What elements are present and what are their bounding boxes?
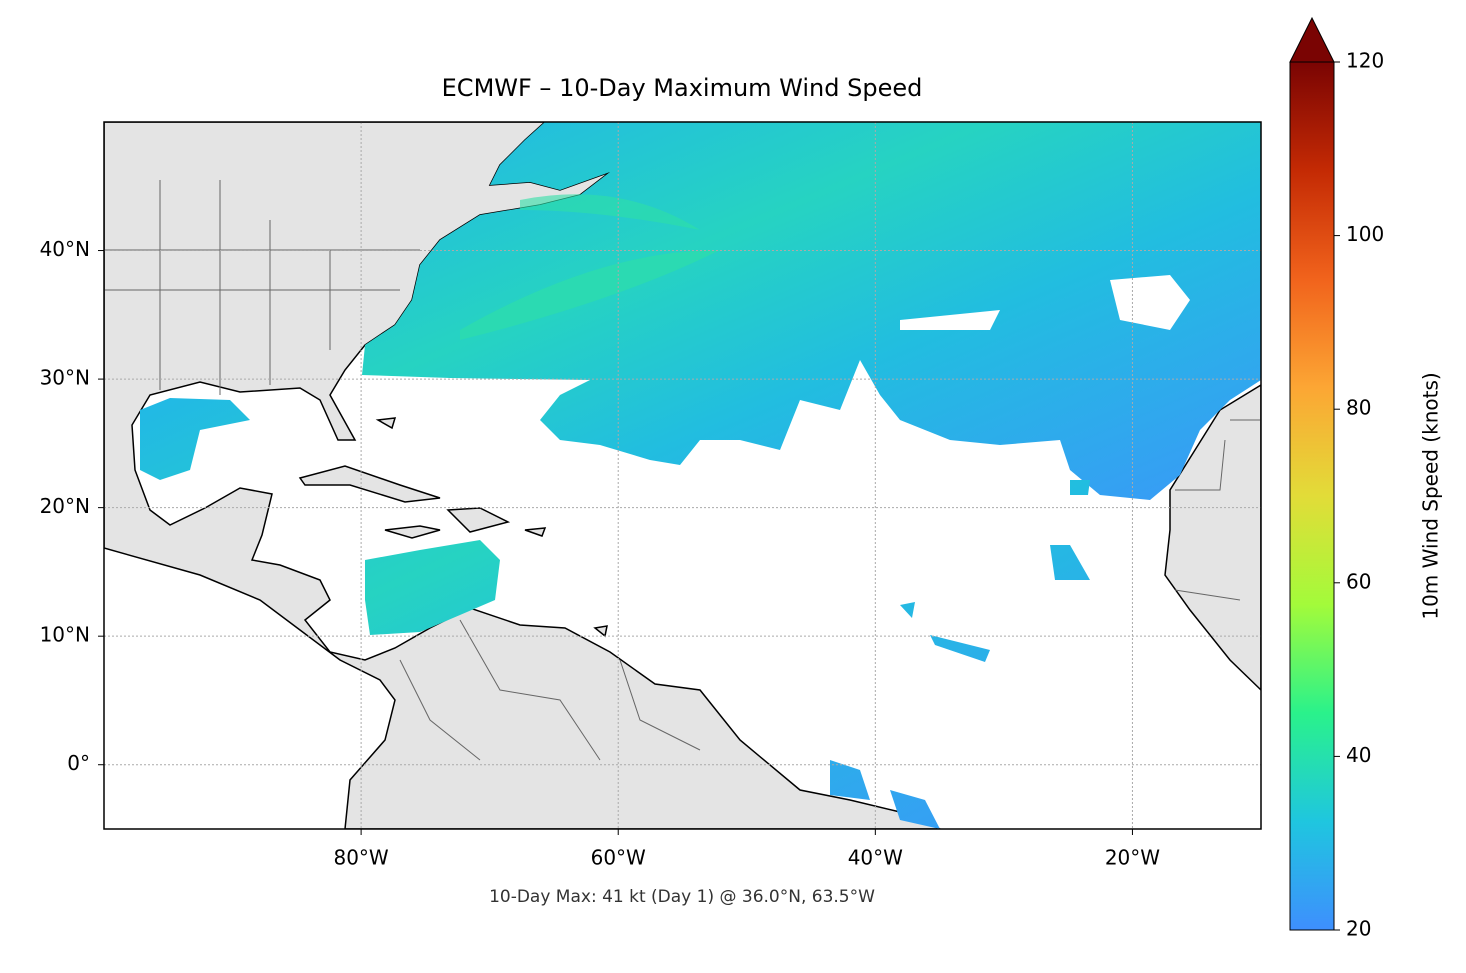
chart-title: ECMWF – 10-Day Maximum Wind Speed	[442, 74, 923, 102]
annotation: 10-Day Max: 41 kt (Day 1) @ 36.0°N, 63.5…	[489, 887, 875, 907]
wind-streak	[460, 194, 720, 340]
x-tick-label: 40°W	[848, 846, 903, 870]
islands	[298, 417, 608, 638]
colorbar-tick-label: 20	[1346, 917, 1371, 941]
y-tick-label: 10°N	[40, 623, 90, 647]
y-tick-label: 0°	[67, 751, 90, 775]
colorbar-tick-label: 120	[1346, 49, 1384, 73]
map-frame	[103, 121, 1262, 830]
map	[104, 122, 1261, 829]
y-tick-label: 30°N	[40, 366, 90, 390]
calm-patch	[900, 275, 1190, 330]
colorbar-tick-label: 60	[1346, 569, 1371, 593]
colorbar-extend	[1289, 16, 1335, 63]
x-tick-label: 80°W	[333, 846, 388, 870]
grid	[104, 122, 1261, 829]
colorbar-label: 10m Wind Speed (knots)	[1419, 372, 1443, 619]
africa	[1164, 384, 1261, 692]
x-tick-label: 60°W	[591, 846, 646, 870]
y-tick-label: 40°N	[40, 237, 90, 261]
wind-field	[362, 122, 1261, 500]
borders	[104, 180, 1261, 761]
colorbar-tick-label: 40	[1346, 743, 1371, 767]
x-tick-label: 20°W	[1105, 846, 1160, 870]
colorbar-tick-label: 80	[1346, 396, 1371, 420]
y-tick-label: 20°N	[40, 494, 90, 518]
colorbar	[1289, 61, 1335, 931]
colorbar-tick-label: 100	[1346, 222, 1384, 246]
